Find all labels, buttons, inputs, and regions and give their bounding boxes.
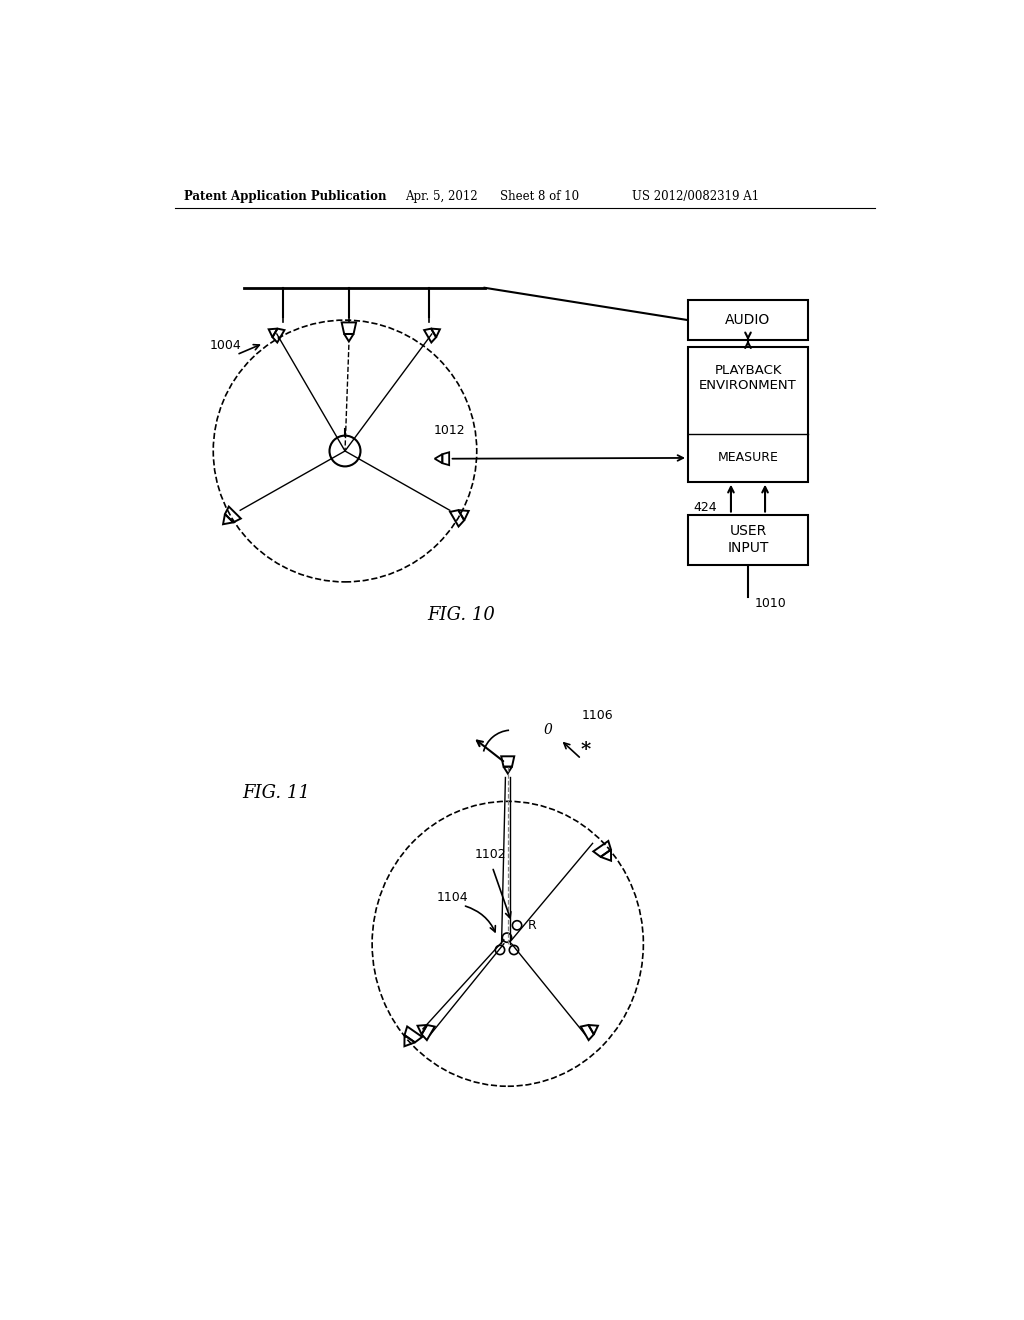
Text: PLAYBACK
ENVIRONMENT: PLAYBACK ENVIRONMENT xyxy=(699,364,797,392)
Text: R: R xyxy=(528,919,537,932)
Text: US 2012/0082319 A1: US 2012/0082319 A1 xyxy=(632,190,759,203)
Text: Patent Application Publication: Patent Application Publication xyxy=(183,190,386,203)
Text: *: * xyxy=(581,741,591,759)
Bar xyxy=(688,515,808,565)
Text: Apr. 5, 2012: Apr. 5, 2012 xyxy=(406,190,478,203)
Text: 424: 424 xyxy=(693,502,717,513)
Text: FIG. 10: FIG. 10 xyxy=(427,606,496,624)
Bar xyxy=(688,300,808,341)
Text: 1010: 1010 xyxy=(755,597,786,610)
Text: 1004: 1004 xyxy=(209,339,241,352)
Text: MEASURE: MEASURE xyxy=(718,451,778,465)
Text: 1102: 1102 xyxy=(475,847,507,861)
Text: USER
INPUT: USER INPUT xyxy=(727,524,769,554)
Text: Sheet 8 of 10: Sheet 8 of 10 xyxy=(500,190,580,203)
Text: FIG. 11: FIG. 11 xyxy=(243,784,310,801)
Text: AUDIO: AUDIO xyxy=(725,313,771,327)
Bar xyxy=(688,347,808,482)
Text: 1012: 1012 xyxy=(434,424,466,437)
Text: 0: 0 xyxy=(544,723,553,738)
Text: 1106: 1106 xyxy=(582,709,613,722)
Text: 1104: 1104 xyxy=(436,891,468,904)
